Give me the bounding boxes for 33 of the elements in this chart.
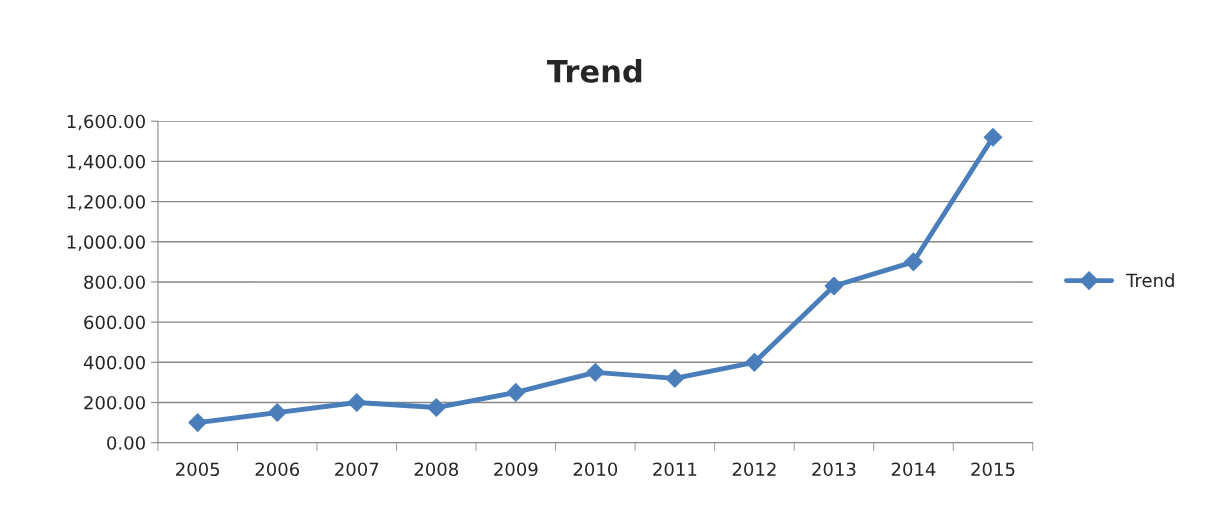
point (188, 413, 208, 432)
x-tick-label: 2015 (971, 462, 1015, 477)
y-tick-label: 1,600.00 (67, 114, 145, 131)
y-tick-label: 1,400.00 (67, 154, 145, 171)
chart-title: Trend (547, 59, 642, 83)
x-tick-label: 2013 (812, 462, 856, 477)
x-tick-label: 2007 (335, 462, 379, 477)
x-tick-label: 2014 (891, 462, 936, 477)
y-tick-label: 800.00 (84, 275, 145, 290)
point (904, 252, 923, 272)
point (824, 276, 844, 296)
point (983, 127, 1003, 147)
y-tick-label: 0.00 (107, 436, 145, 450)
point (267, 403, 287, 422)
point (506, 383, 526, 402)
point (426, 398, 446, 417)
point (665, 369, 685, 388)
y-tick-label: 200.00 (84, 395, 145, 410)
x-tick-label: 2006 (255, 462, 300, 477)
y-tick-label: 1,200.00 (67, 195, 145, 211)
point (745, 352, 764, 372)
point (585, 363, 605, 382)
y-tick-label: 600.00 (84, 315, 145, 330)
legend-label: Trend (1126, 273, 1174, 288)
point (347, 393, 367, 412)
y-tick-label: 1,000.00 (67, 235, 145, 251)
x-tick-label: 2009 (494, 462, 538, 477)
x-tick-label: 2008 (414, 462, 459, 477)
x-tick-label: 2010 (573, 462, 618, 477)
x-tick-label: 2012 (732, 462, 776, 477)
x-tick-label: 2011 (653, 462, 697, 477)
y-tick-label: 400.00 (83, 355, 145, 370)
x-tick-label: 2005 (176, 462, 220, 477)
